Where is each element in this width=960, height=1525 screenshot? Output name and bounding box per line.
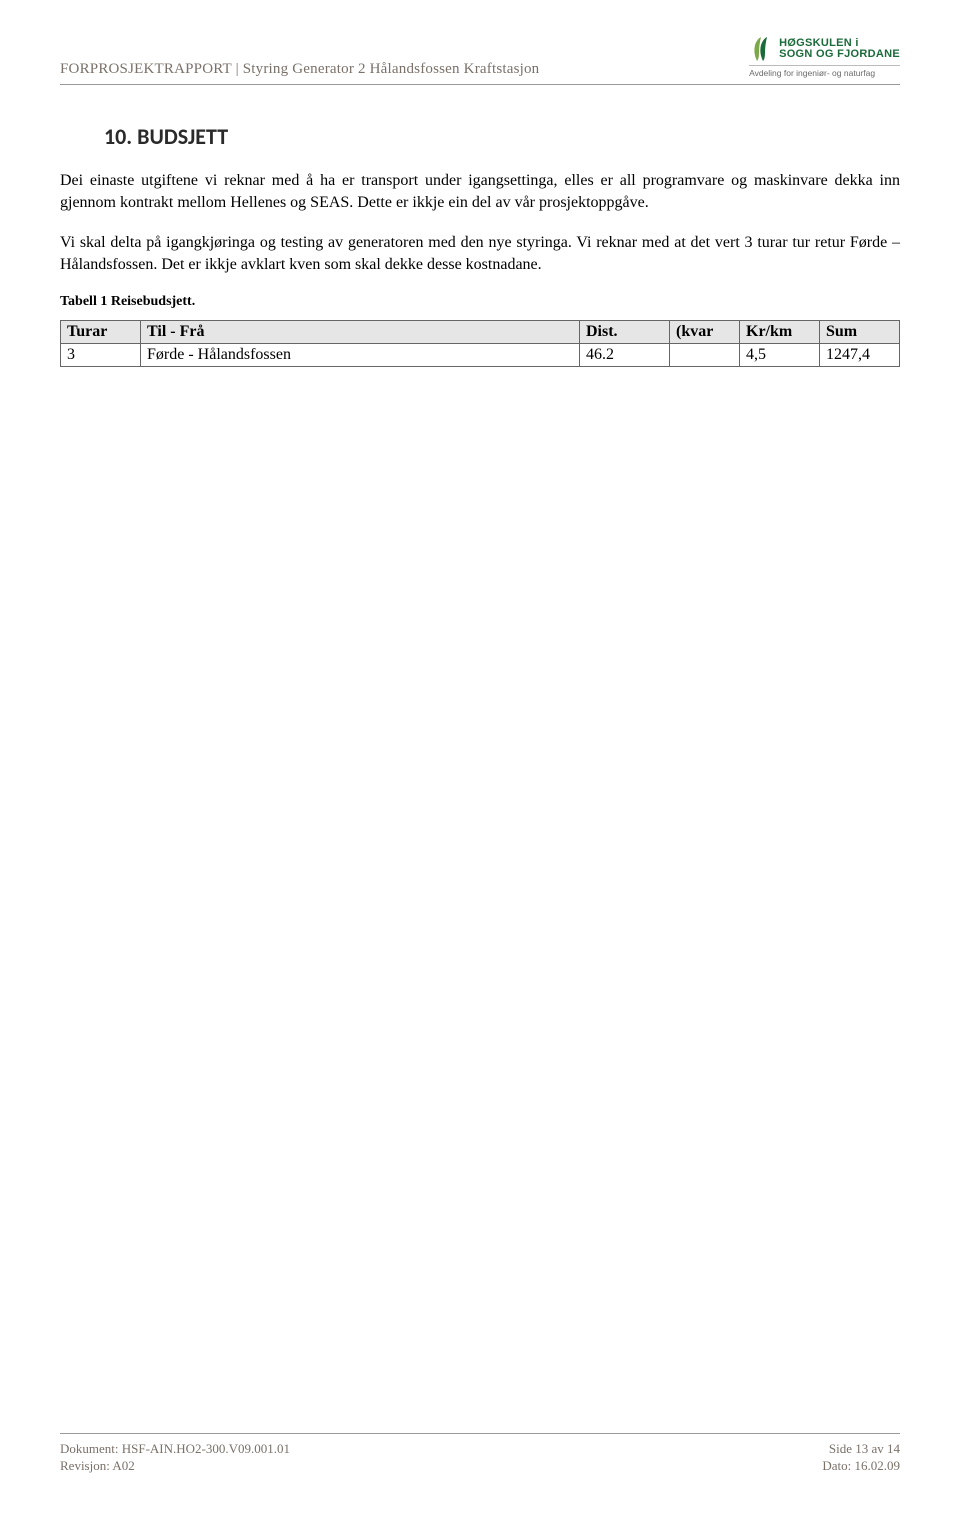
th-tilfra: Til - Frå <box>141 321 580 344</box>
th-kvar: (kvar <box>670 321 740 344</box>
th-sum: Sum <box>820 321 900 344</box>
table-caption: Tabell 1 Reisebudsjett. <box>60 294 900 310</box>
logo-line2: SOGN OG FJORDANE <box>779 49 900 60</box>
footer-date: Dato: 16.02.09 <box>822 1457 900 1475</box>
th-dist: Dist. <box>580 321 670 344</box>
footer-revision: Revisjon: A02 <box>60 1457 290 1475</box>
footer-document: Dokument: HSF-AIN.HO2-300.V09.001.01 <box>60 1440 290 1458</box>
logo-text: HØGSKULEN i SOGN OG FJORDANE <box>779 38 900 60</box>
budget-table: Turar Til - Frå Dist. (kvar Kr/km Sum 3 … <box>60 320 900 367</box>
td-kvar <box>670 344 740 367</box>
th-turar: Turar <box>61 321 141 344</box>
td-sum: 1247,4 <box>820 344 900 367</box>
th-krkm: Kr/km <box>740 321 820 344</box>
paragraph-1: Dei einaste utgiftene vi reknar med å ha… <box>60 170 900 214</box>
td-krkm: 4,5 <box>740 344 820 367</box>
footer-left: Dokument: HSF-AIN.HO2-300.V09.001.01 Rev… <box>60 1440 290 1475</box>
logo-block: HØGSKULEN i SOGN OG FJORDANE Avdeling fo… <box>749 35 900 78</box>
td-tilfra: Førde - Hålandsfossen <box>141 344 580 367</box>
leaf-icon <box>749 35 773 63</box>
logo-row: HØGSKULEN i SOGN OG FJORDANE <box>749 35 900 63</box>
section-heading: 10. BUDSJETT <box>104 123 900 150</box>
header-title: FORPROSJEKTRAPPORT | Styring Generator 2… <box>60 61 539 78</box>
paragraph-2: Vi skal delta på igangkjøringa og testin… <box>60 232 900 276</box>
footer-page: Side 13 av 14 <box>822 1440 900 1458</box>
td-dist: 46.2 <box>580 344 670 367</box>
logo-subtitle: Avdeling for ingeniør- og naturfag <box>749 65 900 78</box>
table-row: 3 Førde - Hålandsfossen 46.2 4,5 1247,4 <box>61 344 900 367</box>
table-header-row: Turar Til - Frå Dist. (kvar Kr/km Sum <box>61 321 900 344</box>
page: FORPROSJEKTRAPPORT | Styring Generator 2… <box>0 0 960 1525</box>
page-footer: Dokument: HSF-AIN.HO2-300.V09.001.01 Rev… <box>60 1433 900 1525</box>
td-turar: 3 <box>61 344 141 367</box>
content: 10. BUDSJETT Dei einaste utgiftene vi re… <box>60 85 900 1433</box>
page-header: FORPROSJEKTRAPPORT | Styring Generator 2… <box>60 0 900 85</box>
footer-right: Side 13 av 14 Dato: 16.02.09 <box>822 1440 900 1475</box>
